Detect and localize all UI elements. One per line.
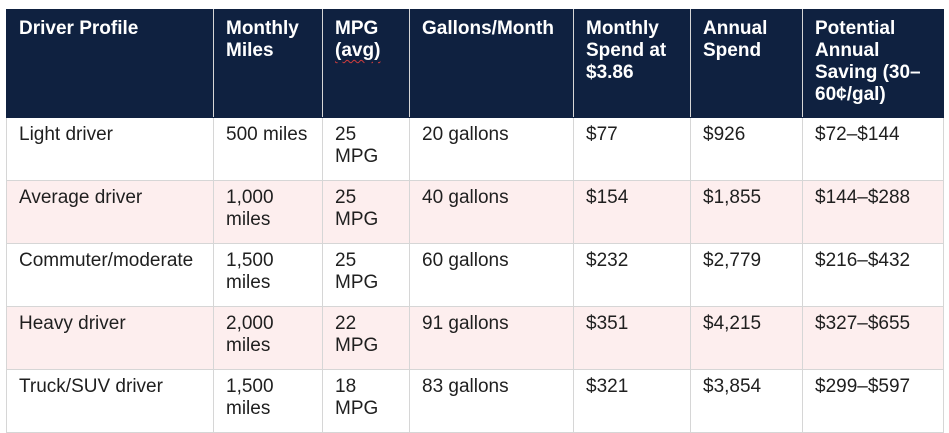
cell-mpg: 22 MPG xyxy=(322,306,410,370)
cell-profile: Truck/SUV driver xyxy=(6,369,214,433)
cell-gallons: 40 gallons xyxy=(409,180,574,244)
cell-saving: $72–$144 xyxy=(802,117,944,181)
cell-monthly-spend: $232 xyxy=(573,243,691,307)
table-body: Light driver 500 miles 25 MPG 20 gallons… xyxy=(6,117,944,433)
cell-annual-spend: $4,215 xyxy=(690,306,803,370)
cell-annual-spend: $926 xyxy=(690,117,803,181)
cell-monthly-spend: $77 xyxy=(573,117,691,181)
cell-monthly-spend: $351 xyxy=(573,306,691,370)
cell-saving: $144–$288 xyxy=(802,180,944,244)
cell-profile: Commuter/moderate xyxy=(6,243,214,307)
fuel-cost-table: Driver Profile Monthly Miles MPG (avg) Ga… xyxy=(6,9,944,433)
header-mpg: MPG (avg) xyxy=(322,9,410,118)
cell-profile: Heavy driver xyxy=(6,306,214,370)
header-potential-saving: Potential Annual Saving (30–60¢/gal) xyxy=(802,9,944,118)
header-driver-profile: Driver Profile xyxy=(6,9,214,118)
table-header: Driver Profile Monthly Miles MPG (avg) Ga… xyxy=(6,9,944,118)
cell-miles: 1,500 miles xyxy=(213,369,323,433)
cell-gallons: 60 gallons xyxy=(409,243,574,307)
cell-mpg: 25 MPG xyxy=(322,117,410,181)
table-row: Heavy driver 2,000 miles 22 MPG 91 gallo… xyxy=(6,306,944,370)
header-mpg-avg: (avg) xyxy=(335,40,381,61)
cell-miles: 2,000 miles xyxy=(213,306,323,370)
cell-saving: $299–$597 xyxy=(802,369,944,433)
header-monthly-miles: Monthly Miles xyxy=(213,9,323,118)
cell-mpg: 25 MPG xyxy=(322,180,410,244)
fuel-cost-table-container: Driver Profile Monthly Miles MPG (avg) Ga… xyxy=(6,9,944,433)
cell-miles: 1,500 miles xyxy=(213,243,323,307)
table-row: Light driver 500 miles 25 MPG 20 gallons… xyxy=(6,117,944,181)
header-mpg-label: MPG xyxy=(335,18,379,39)
cell-profile: Light driver xyxy=(6,117,214,181)
cell-monthly-spend: $321 xyxy=(573,369,691,433)
cell-miles: 500 miles xyxy=(213,117,323,181)
cell-gallons: 83 gallons xyxy=(409,369,574,433)
cell-monthly-spend: $154 xyxy=(573,180,691,244)
table-row: Average driver 1,000 miles 25 MPG 40 gal… xyxy=(6,180,944,244)
cell-mpg: 18 MPG xyxy=(322,369,410,433)
cell-saving: $216–$432 xyxy=(802,243,944,307)
cell-gallons: 91 gallons xyxy=(409,306,574,370)
cell-annual-spend: $3,854 xyxy=(690,369,803,433)
cell-annual-spend: $2,779 xyxy=(690,243,803,307)
header-annual-spend: Annual Spend xyxy=(690,9,803,118)
cell-mpg: 25 MPG xyxy=(322,243,410,307)
cell-miles: 1,000 miles xyxy=(213,180,323,244)
cell-profile: Average driver xyxy=(6,180,214,244)
cell-gallons: 20 gallons xyxy=(409,117,574,181)
cell-annual-spend: $1,855 xyxy=(690,180,803,244)
header-monthly-spend: Monthly Spend at $3.86 xyxy=(573,9,691,118)
header-gallons-month: Gallons/Month xyxy=(409,9,574,118)
table-row: Commuter/moderate 1,500 miles 25 MPG 60 … xyxy=(6,243,944,307)
cell-saving: $327–$655 xyxy=(802,306,944,370)
header-row: Driver Profile Monthly Miles MPG (avg) Ga… xyxy=(6,9,944,118)
table-row: Truck/SUV driver 1,500 miles 18 MPG 83 g… xyxy=(6,369,944,433)
